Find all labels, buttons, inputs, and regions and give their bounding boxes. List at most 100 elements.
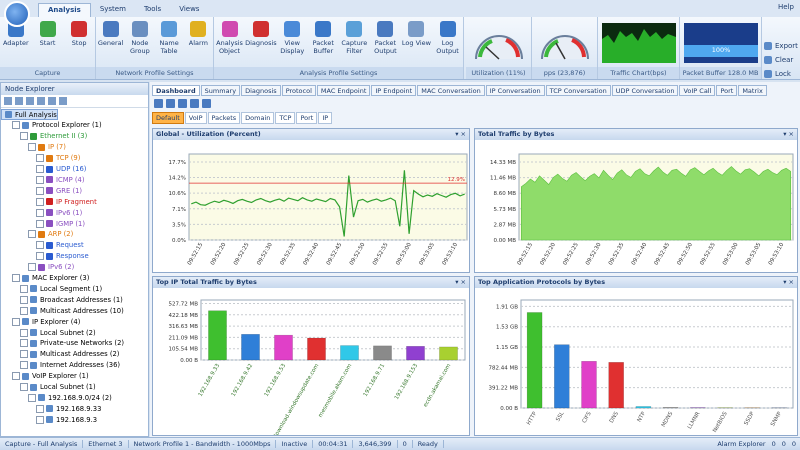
sub-tab[interactable]: Default — [152, 112, 184, 124]
node-label: TCP (9) — [56, 154, 81, 163]
tree-item[interactable]: UDP (16) — [1, 164, 86, 175]
view-tab[interactable]: Diagnosis — [241, 85, 281, 96]
ribbon-button[interactable]: Analysis Object — [214, 17, 245, 66]
panel-controls[interactable]: ▾ × — [455, 278, 466, 286]
tree-item[interactable]: Protocol Explorer (1) — [1, 120, 102, 131]
alarm-explorer[interactable]: Alarm Explorer — [717, 440, 766, 448]
tree-item[interactable]: IP Fragment — [1, 196, 97, 207]
menu-tab[interactable]: Tools — [143, 5, 162, 13]
help[interactable]: Help — [778, 3, 794, 11]
ribbon-button[interactable]: Diagnosis — [245, 17, 277, 66]
gauge-dial — [541, 35, 589, 60]
tree-item[interactable]: Multicast Addresses (10) — [1, 305, 124, 316]
tree-item[interactable]: Local Subnet (2) — [1, 327, 96, 338]
tree-item[interactable]: Internet Addresses (36) — [1, 360, 120, 371]
tree-item[interactable]: Request — [1, 240, 84, 251]
view-tab[interactable]: UDP Conversation — [611, 85, 679, 96]
bar — [526, 312, 543, 409]
tree-item[interactable]: IGMP (1) — [1, 218, 85, 229]
tree-item[interactable]: Ethernet II (3) — [1, 131, 87, 142]
view-tab[interactable]: MAC Conversation — [417, 85, 485, 96]
tree-item[interactable]: Full Analysis — [1, 109, 58, 120]
tree-item[interactable]: VoIP Explorer (1) — [1, 371, 89, 382]
menu-tab[interactable]: Views — [179, 5, 200, 13]
node-icon — [5, 111, 12, 118]
button-icon — [131, 21, 148, 37]
bar — [241, 334, 260, 361]
ribbon-button[interactable]: Log View — [401, 17, 432, 66]
x-tick-label: 09:53:00 — [722, 242, 740, 267]
view-tab[interactable]: MAC Endpoint — [316, 85, 371, 96]
ribbon-button[interactable]: Name Table — [155, 17, 184, 66]
tree-item[interactable]: ICMP (4) — [1, 174, 85, 185]
side-action[interactable]: Clear — [764, 53, 798, 67]
view-tab[interactable]: IP Conversation — [485, 85, 545, 96]
view-tab[interactable]: Summary — [200, 85, 241, 96]
tree-item[interactable]: ARP (2) — [1, 229, 73, 240]
ribbon-button[interactable]: General — [96, 17, 125, 66]
sub-tab[interactable]: TCP — [275, 112, 296, 124]
tree-item[interactable]: 192.168.9.3 — [1, 414, 97, 425]
sub-tab[interactable]: Port — [296, 112, 318, 124]
sub-tab[interactable]: Domain — [241, 112, 275, 124]
side-action[interactable]: Export — [764, 39, 798, 53]
tree-item[interactable]: IP Explorer (4) — [1, 316, 80, 327]
ribbon-button[interactable]: Packet Output — [370, 17, 401, 66]
tree-item[interactable]: Multicast Addresses (2) — [1, 349, 119, 360]
button-label: Start — [39, 39, 56, 47]
view-tab[interactable]: TCP Conversation — [545, 85, 611, 96]
app-logo[interactable] — [4, 1, 30, 27]
view-tab[interactable]: VoIP Call — [679, 85, 716, 96]
view-tab[interactable]: IP Endpoint — [371, 85, 417, 96]
ribbon-button[interactable]: Alarm — [184, 17, 213, 66]
tree-item[interactable]: Private-use Networks (2) — [1, 338, 124, 349]
ribbon-button[interactable]: Log Output — [432, 17, 463, 66]
node-icon — [46, 176, 53, 184]
view-tab[interactable]: Protocol — [281, 85, 316, 96]
utilization-gauge: Utilization (11%) — [466, 17, 532, 79]
tree-item[interactable]: Local Segment (1) — [1, 283, 102, 294]
tree-item[interactable]: TCP (9) — [1, 153, 80, 164]
node-icon — [46, 220, 53, 227]
side-action[interactable]: Lock — [764, 67, 798, 81]
menu-tab[interactable]: System — [99, 5, 126, 13]
menu-tab[interactable]: Analysis — [38, 3, 91, 17]
expander — [28, 230, 36, 239]
node-label: Request — [56, 241, 84, 250]
tree-item[interactable]: 192.168.9.33 — [1, 403, 101, 414]
ribbon-button[interactable]: Capture Filter — [339, 17, 370, 66]
expander — [12, 372, 20, 381]
sub-tab[interactable]: Packets — [207, 112, 241, 124]
ribbon-button[interactable]: Stop — [63, 17, 95, 66]
view-tab[interactable]: Port — [716, 85, 738, 96]
sub-tab[interactable]: IP — [318, 112, 333, 124]
panel-controls[interactable]: ▾ × — [455, 130, 466, 138]
panel-controls[interactable]: ▾ × — [783, 130, 794, 138]
ribbon-button[interactable]: View Display — [277, 17, 308, 66]
tree-item[interactable]: Local Subnet (1) — [1, 382, 96, 393]
tree-item[interactable]: IP (7) — [1, 142, 66, 153]
tree-item[interactable]: Broadcast Addresses (1) — [1, 294, 123, 305]
status-item: 3,646,399 — [353, 440, 398, 448]
bar — [373, 345, 392, 361]
view-tab[interactable]: Matrix — [738, 85, 767, 96]
y-tick-label: 1.53 GB — [496, 325, 518, 331]
ribbon-button[interactable]: Packet Buffer — [308, 17, 339, 66]
view-tab[interactable]: Dashboard — [152, 85, 200, 96]
tree-item[interactable]: MAC Explorer (3) — [1, 273, 89, 284]
tree-item[interactable]: GRE (1) — [1, 185, 82, 196]
expander — [20, 306, 28, 315]
expander — [20, 383, 28, 391]
expander — [36, 415, 44, 424]
tree-item[interactable]: IPv6 (2) — [1, 262, 74, 273]
tree-item[interactable]: IPv6 (1) — [1, 207, 82, 218]
ribbon-button[interactable]: Start — [32, 17, 64, 66]
node-icon — [30, 285, 37, 293]
tree-item[interactable]: Response — [1, 251, 89, 262]
button-label: Name Table — [159, 39, 179, 55]
panel-controls[interactable]: ▾ × — [783, 278, 794, 286]
ribbon-button[interactable]: Node Group — [125, 17, 154, 66]
tree-item[interactable]: 192.168.9.0/24 (2) — [1, 392, 112, 403]
expander — [12, 121, 20, 130]
sub-tab[interactable]: VoIP — [184, 112, 207, 124]
